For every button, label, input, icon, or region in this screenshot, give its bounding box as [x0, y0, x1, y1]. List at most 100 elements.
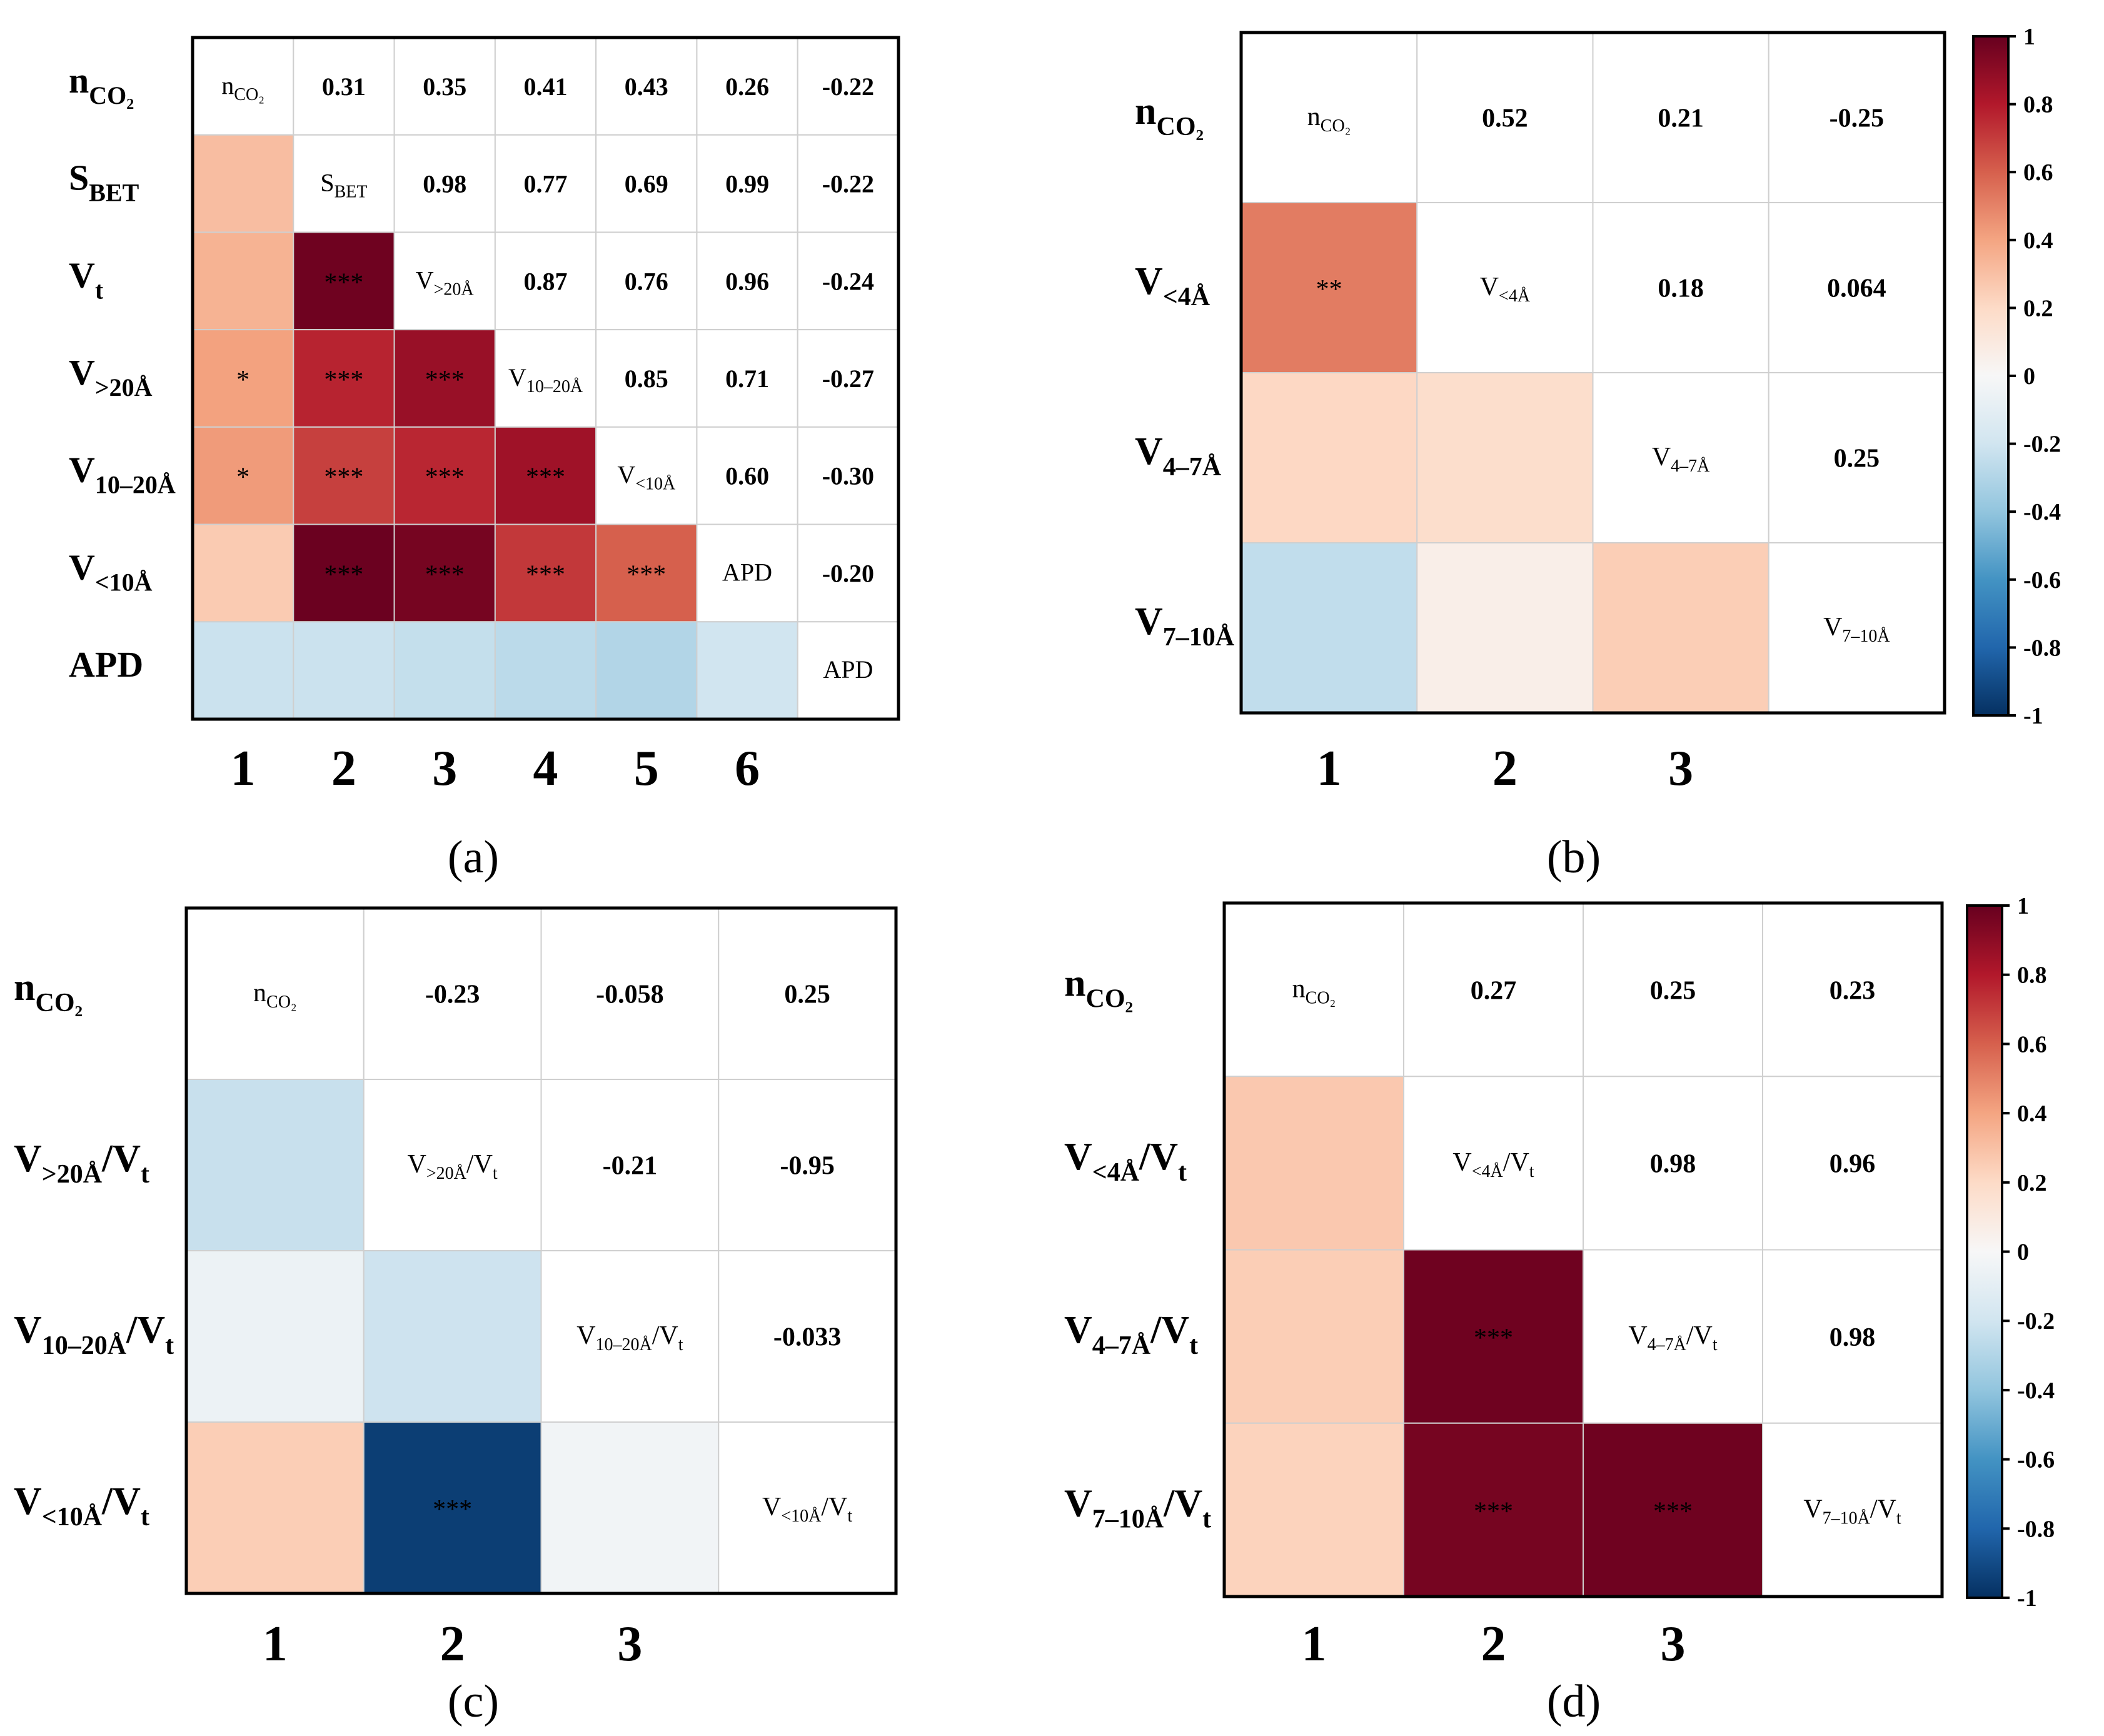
cell-d-r1-c3 — [1583, 902, 1763, 1077]
cell-c-r1-c3 — [540, 907, 720, 1080]
cell-d-r2-c1 — [1224, 1076, 1404, 1251]
coef-label-d-r2-c4: 0.96 — [1830, 1150, 1876, 1179]
coef-label-a-r2-c4: 0.77 — [524, 170, 568, 198]
cell-a-r6-c4 — [494, 523, 597, 623]
row-label-b-4: V7–10Å — [1135, 600, 1235, 652]
coef-label-b-r3-c4: 0.25 — [1834, 445, 1880, 473]
diag-label-a-7: APD — [823, 655, 873, 684]
cell-a-r7-c1 — [192, 621, 294, 720]
significance-a-r4-c2: *** — [324, 366, 363, 395]
coef-label-a-r3-c6: 0.96 — [725, 267, 769, 295]
coef-label-a-r2-c5: 0.69 — [625, 170, 668, 198]
caption-c: (c) — [448, 1676, 499, 1727]
coef-label-a-r3-c4: 0.87 — [524, 267, 568, 295]
coef-label-a-r4-c6: 0.71 — [725, 365, 769, 393]
cell-d-r1-c2 — [1403, 902, 1584, 1077]
coef-label-c-r2-c3: -0.21 — [603, 1152, 658, 1181]
cell-a-r6-c7 — [797, 523, 899, 623]
colorbar-tick-label: 0.6 — [2017, 1031, 2047, 1057]
row-label-d-3: V4–7Å/Vt — [1064, 1309, 1198, 1360]
diag-label-a-4: V10–20Å — [508, 363, 583, 396]
cell-a-r2-c7 — [797, 134, 899, 233]
cell-c-r1-c1 — [186, 907, 365, 1080]
frame-d — [1222, 901, 1944, 1598]
cell-d-r2-c2 — [1403, 1076, 1584, 1251]
diag-label-a-2: SBET — [320, 169, 367, 202]
cell-b-r3-c3 — [1592, 372, 1769, 543]
colorbar-tick-label: 0.4 — [2023, 228, 2053, 254]
diag-label-d-2: V<4Å/Vt — [1452, 1148, 1534, 1181]
coef-label-d-r1-c4: 0.23 — [1830, 976, 1876, 1005]
cell-b-r3-c1 — [1241, 372, 1418, 543]
cell-a-r5-c5 — [595, 426, 698, 525]
colorbar-tick-label: 1 — [2017, 893, 2029, 919]
significance-a-r3-c2: *** — [324, 268, 363, 297]
coef-label-a-r1-c2: 0.31 — [322, 73, 366, 101]
cell-c-r4-c1 — [186, 1421, 365, 1594]
colorbar-tick-label: -0.2 — [2017, 1308, 2055, 1335]
coef-label-a-r3-c5: 0.76 — [625, 267, 668, 295]
coef-label-c-r1-c4: 0.25 — [784, 981, 830, 1009]
cell-c-r3-c3 — [540, 1250, 720, 1423]
coef-label-a-r2-c7: -0.22 — [822, 170, 874, 198]
cell-a-r7-c7 — [797, 621, 899, 720]
frame-a — [191, 36, 900, 721]
diag-label-c-1: nCO₂ — [253, 979, 297, 1012]
diag-label-d-3: V4–7Å/Vt — [1628, 1321, 1718, 1355]
diag-label-b-3: V4–7Å — [1652, 443, 1710, 476]
frame-c — [184, 906, 898, 1595]
colorbar-tick-label: -1 — [2023, 703, 2043, 729]
colorbar-tick-label: -0.4 — [2023, 499, 2061, 525]
cell-a-r5-c3 — [393, 426, 496, 525]
row-label-b-1: nCO₂ — [1135, 90, 1204, 141]
cell-a-r1-c1 — [192, 37, 294, 136]
row-label-d-2: V<4Å/Vt — [1064, 1136, 1187, 1187]
cell-b-r4-c4 — [1768, 542, 1945, 714]
x-tick-d-1: 1 — [1302, 1617, 1327, 1672]
x-tick-d-2: 2 — [1481, 1617, 1506, 1672]
coef-label-b-r1-c4: -0.25 — [1830, 104, 1885, 133]
significance-a-r4-c1: * — [236, 366, 249, 395]
colorbar-tick-label: 0.6 — [2023, 159, 2053, 186]
cell-a-r6-c6 — [696, 523, 798, 623]
row-label-c-3: V10–20Å/Vt — [14, 1309, 174, 1360]
coef-label-c-r1-c3: -0.058 — [596, 981, 664, 1009]
colorbar-tick-label: 0.2 — [2023, 295, 2053, 321]
cell-a-r4-c2 — [293, 329, 395, 428]
coef-label-d-r2-c3: 0.98 — [1650, 1150, 1696, 1179]
cell-b-r3-c2 — [1416, 372, 1594, 543]
cell-a-r3-c2 — [293, 231, 395, 331]
coef-label-b-r2-c4: 0.064 — [1827, 275, 1886, 303]
coef-label-a-r1-c4: 0.41 — [524, 73, 568, 101]
cell-a-r1-c5 — [595, 37, 698, 136]
diag-label-c-4: V<10Å/Vt — [762, 1493, 852, 1526]
cell-d-r1-c1 — [1224, 902, 1404, 1077]
cell-a-r1-c6 — [696, 37, 798, 136]
colorbar-tick-label: -0.8 — [2017, 1516, 2055, 1542]
colorbar-tick-label: -0.6 — [2017, 1447, 2055, 1473]
colorbar-gradient — [1966, 904, 2003, 1599]
coef-label-d-r3-c4: 0.98 — [1830, 1323, 1876, 1352]
row-label-b-3: V4–7Å — [1135, 430, 1222, 482]
cell-c-r2-c1 — [186, 1079, 365, 1251]
cell-a-r3-c6 — [696, 231, 798, 331]
cell-b-r4-c1 — [1241, 542, 1418, 714]
cell-d-r4-c1 — [1224, 1422, 1404, 1597]
diag-label-a-5: V<10Å — [617, 461, 676, 494]
row-label-a-3: Vt — [69, 255, 104, 304]
colorbar-tick-label: 0.4 — [2017, 1101, 2047, 1127]
colorbar-tick-label: -0.2 — [2023, 431, 2061, 458]
x-tick-c-1: 1 — [263, 1617, 288, 1672]
coef-label-a-r1-c6: 0.26 — [725, 73, 769, 101]
x-tick-a-3: 3 — [432, 741, 457, 796]
cell-a-r1-c4 — [494, 37, 597, 136]
cell-d-r1-c4 — [1762, 902, 1943, 1077]
frame-b — [1239, 31, 1946, 715]
significance-c-r4-c2: *** — [433, 1495, 472, 1524]
row-label-c-4: V<10Å/Vt — [14, 1480, 149, 1532]
cell-a-r6-c3 — [393, 523, 496, 623]
colorbar-tick-label: 0 — [2017, 1239, 2029, 1266]
row-label-c-1: nCO₂ — [14, 966, 83, 1017]
significance-a-r6-c2: *** — [324, 560, 363, 589]
cell-c-r1-c2 — [363, 907, 542, 1080]
